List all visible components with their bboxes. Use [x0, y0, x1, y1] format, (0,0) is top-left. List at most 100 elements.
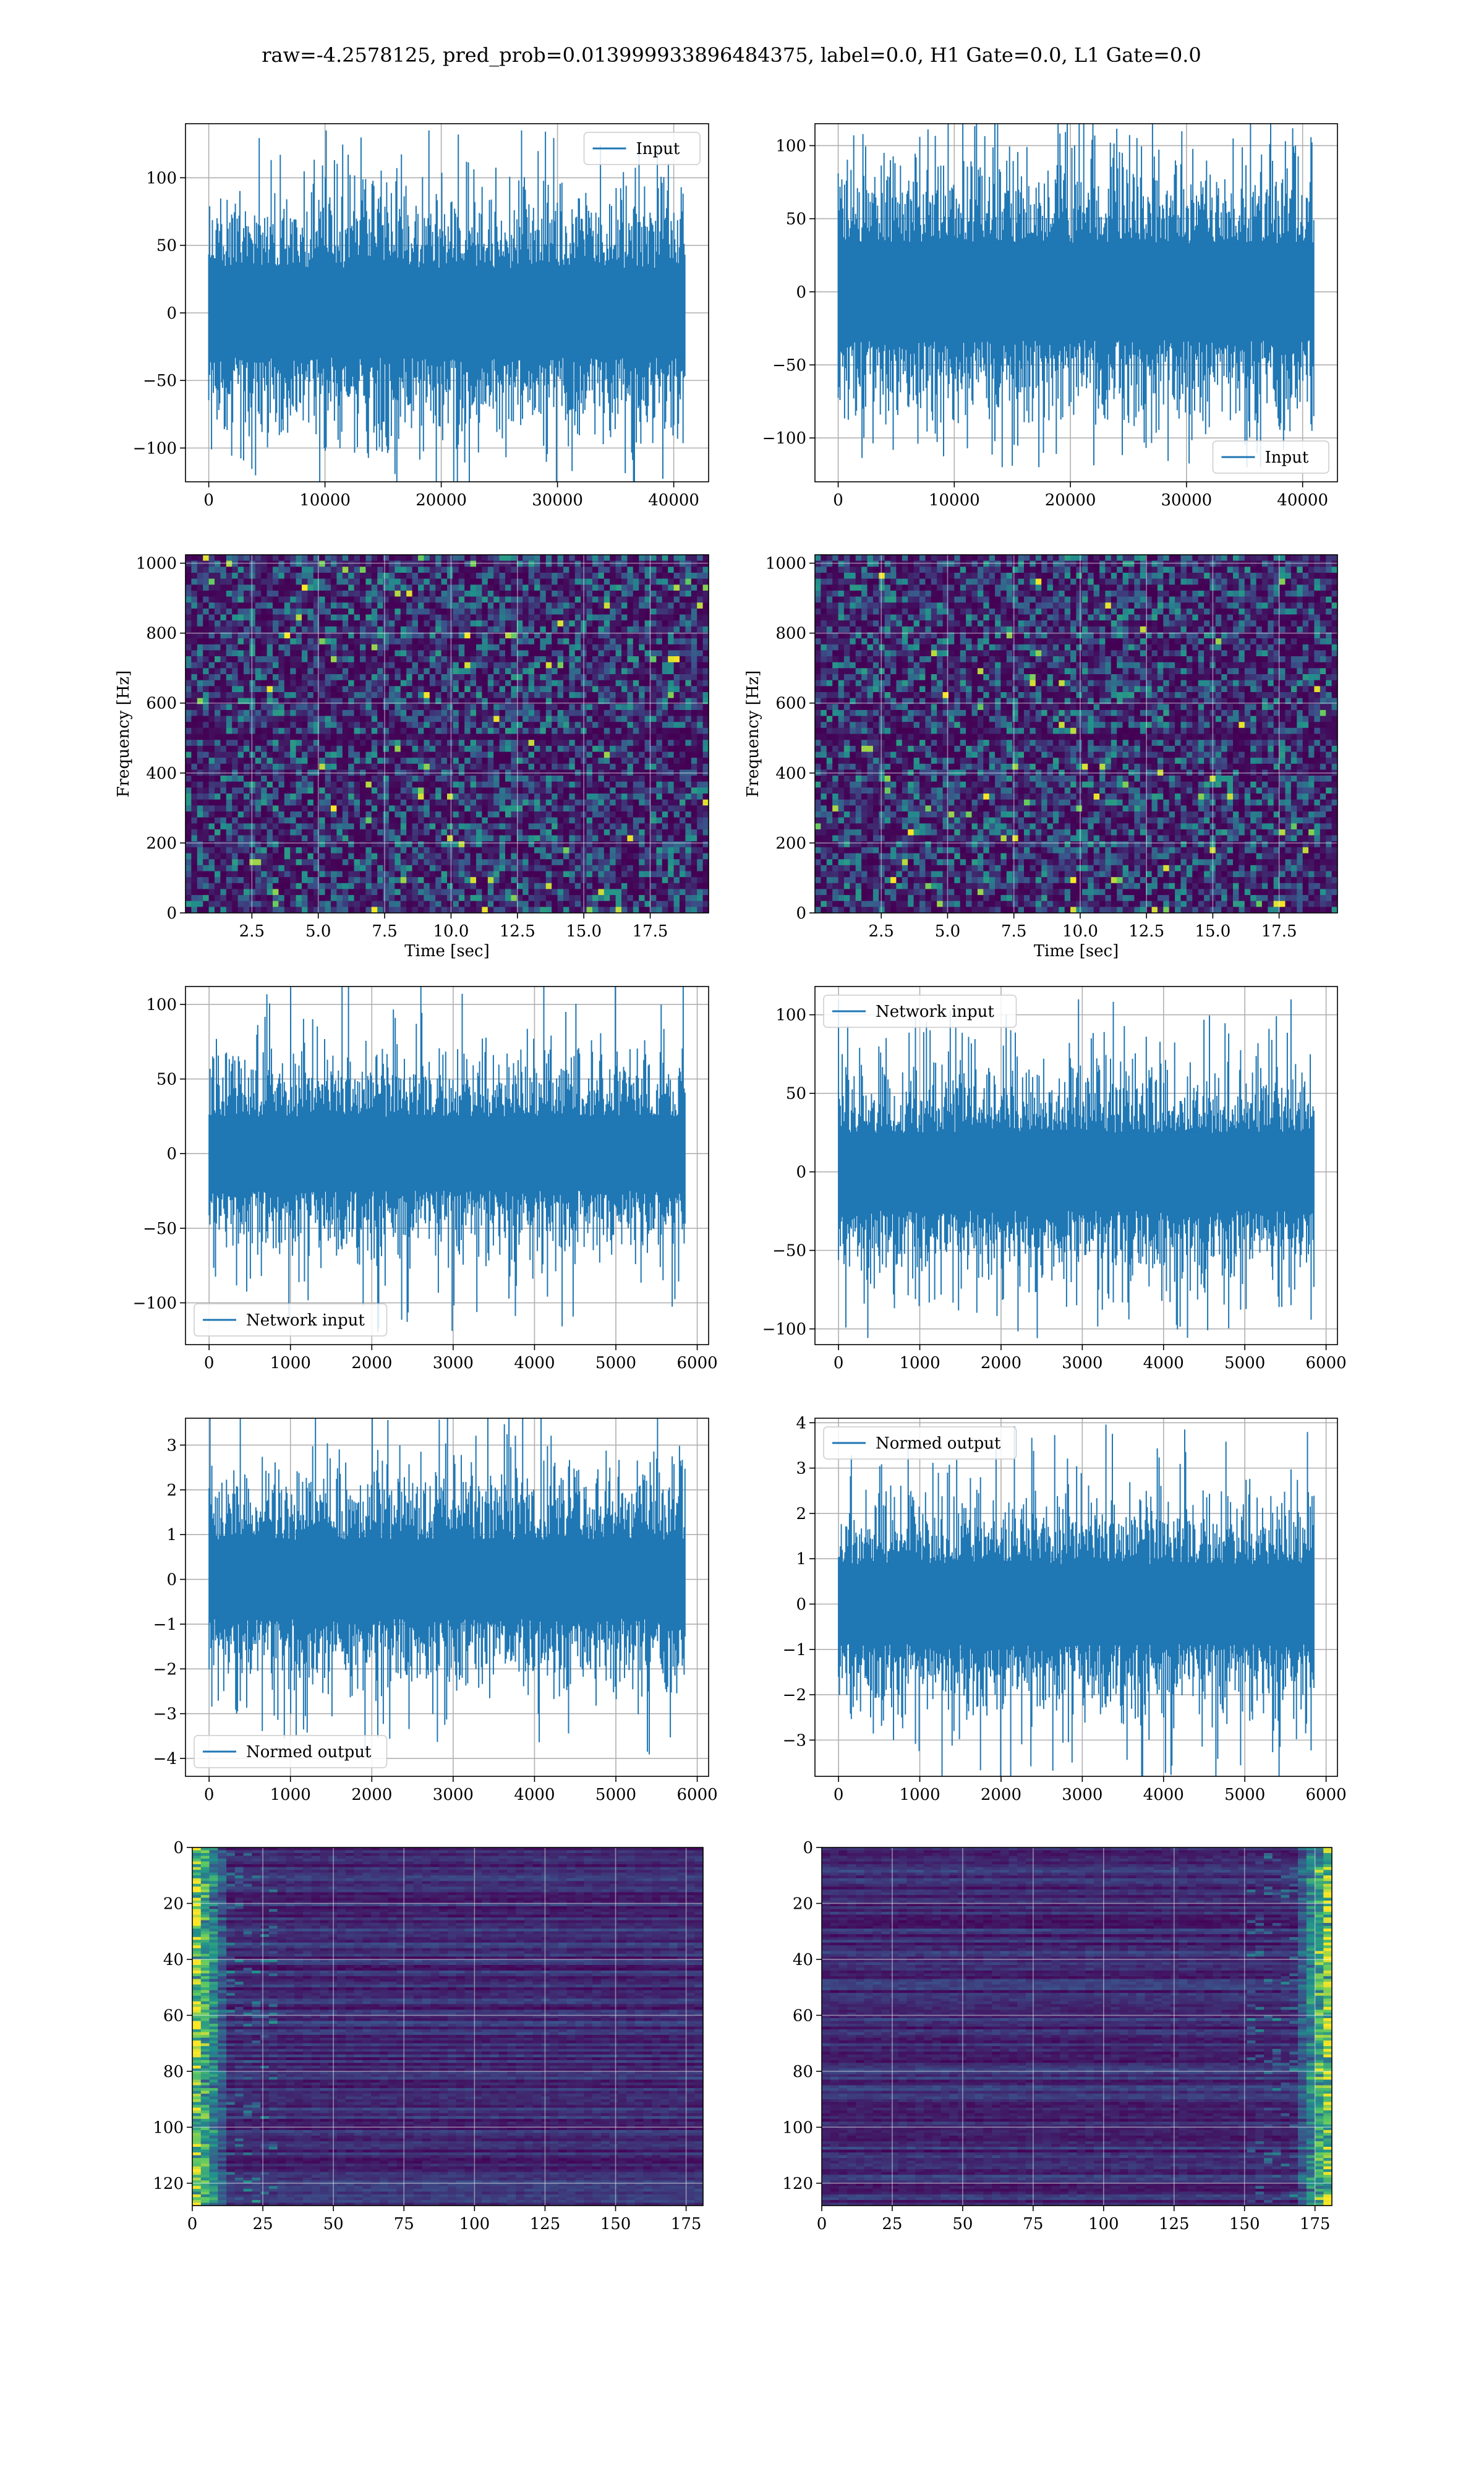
x-tick-label: 4000 — [514, 1786, 555, 1804]
network-l1-series-core — [838, 1132, 1314, 1211]
x-axis-label: Time [sec] — [404, 942, 490, 961]
y-tick-label: 600 — [146, 695, 177, 713]
x-tick-label: 100 — [459, 2215, 490, 2233]
y-tick-label: −100 — [133, 439, 177, 458]
x-axis-label: Time [sec] — [1034, 942, 1119, 961]
y-tick-label: 80 — [793, 2063, 813, 2081]
x-tick-label: 5000 — [1224, 1354, 1265, 1372]
spec-h1-axes: 2.5 5.0 7.5 10.0 12.5 15.0 17.5 1000 800 600 400 20… — [114, 554, 709, 961]
input-l1-series-core — [838, 243, 1314, 340]
x-tick-label: 6000 — [1306, 1354, 1347, 1372]
y-tick-label: −3 — [783, 1731, 806, 1750]
y-tick-label: −50 — [143, 372, 177, 390]
normed-l1-frame — [814, 1418, 1338, 1777]
y-tick-label: 3 — [166, 1436, 177, 1455]
network-h1-legend: Network input — [194, 1303, 388, 1337]
x-tick-label: 2000 — [981, 1786, 1021, 1804]
x-tick-label: 150 — [600, 2215, 631, 2233]
x-tick-label: 3000 — [433, 1354, 474, 1372]
x-tick-label: 6000 — [676, 1354, 717, 1372]
y-tick-label: 800 — [146, 625, 177, 643]
x-tick-label: 3000 — [1062, 1354, 1102, 1372]
y-tick-label: 100 — [775, 137, 806, 155]
normed-h1-axes: Normed output 0 1000 2000 3000 4000 5000 6000 3 2… — [153, 1418, 718, 1804]
y-tick-label: 0 — [796, 1595, 806, 1614]
x-tick-label: 17.5 — [633, 922, 668, 941]
x-tick-label: 2000 — [981, 1354, 1021, 1372]
input-h1-axes: Input 0 10000 20000 30000 40000 100 50 0 −50 −100 — [133, 123, 709, 510]
spec-l1-frame — [814, 554, 1338, 914]
normed-l1-series-core — [838, 1564, 1314, 1644]
legend-box — [194, 1735, 388, 1768]
normed-h1-legend: Normed output — [194, 1735, 388, 1768]
y-tick-label: 120 — [782, 2175, 813, 2193]
x-tick-label: 0 — [834, 1786, 844, 1804]
y-axis-label: Frequency [Hz] — [114, 670, 133, 798]
y-tick-label: 4 — [796, 1414, 806, 1432]
features-h1-frame — [192, 1847, 704, 2206]
x-tick-label: 5.0 — [935, 922, 960, 941]
y-tick-label: 60 — [163, 2006, 184, 2025]
y-tick-label: 0 — [173, 1839, 184, 1857]
x-tick-label: 5000 — [595, 1786, 636, 1804]
y-tick-label: 0 — [166, 1571, 177, 1590]
x-tick-label: 4000 — [1143, 1786, 1184, 1804]
y-tick-label: −100 — [133, 1294, 177, 1312]
y-tick-label: −100 — [762, 1320, 806, 1339]
x-tick-label: 7.5 — [372, 922, 397, 941]
y-tick-label: 600 — [775, 695, 806, 713]
x-tick-label: 15.0 — [1195, 922, 1230, 941]
x-tick-label: 10000 — [929, 491, 980, 510]
x-tick-label: 0 — [203, 491, 214, 510]
x-tick-label: 150 — [1229, 2215, 1260, 2233]
input-h1-legend: Input — [583, 132, 701, 165]
legend-box — [823, 995, 1017, 1028]
y-tick-label: 0 — [166, 904, 177, 923]
y-tick-label: −4 — [153, 1750, 177, 1768]
input-l1-frame — [814, 123, 1338, 482]
y-tick-label: 50 — [156, 237, 177, 255]
x-tick-label: 20000 — [1045, 491, 1096, 510]
y-tick-label: 80 — [163, 2063, 184, 2081]
network-h1-series-core — [209, 1116, 685, 1191]
x-tick-label: 0 — [834, 1354, 844, 1372]
y-tick-label: 50 — [786, 1085, 806, 1103]
x-tick-label: 0 — [817, 2215, 827, 2233]
y-tick-label: −1 — [783, 1641, 806, 1659]
x-tick-label: 30000 — [1161, 491, 1213, 510]
y-tick-label: 100 — [146, 169, 177, 187]
x-tick-label: 40000 — [648, 491, 699, 510]
y-tick-label: 100 — [775, 1006, 806, 1025]
legend-label: Input — [636, 140, 680, 158]
features-h1-axes: 0 25 50 75 100 125 150 175 0 20 40 60 80 100 120 — [153, 1839, 704, 2233]
x-tick-label: 10.0 — [1062, 922, 1098, 941]
x-tick-label: 10.0 — [433, 922, 469, 941]
y-tick-label: −3 — [153, 1705, 177, 1724]
legend-label: Input — [1265, 448, 1309, 467]
y-tick-label: 0 — [796, 904, 806, 923]
y-tick-label: 200 — [146, 834, 177, 853]
x-tick-label: 125 — [1159, 2215, 1190, 2233]
y-tick-label: 1000 — [136, 555, 177, 573]
x-tick-label: 175 — [671, 2215, 702, 2233]
y-tick-label: −50 — [772, 356, 806, 375]
x-tick-label: 2.5 — [869, 922, 894, 941]
y-tick-label: 2 — [796, 1505, 806, 1523]
features-h1-cells — [192, 1847, 703, 2206]
spec-l1-axes: 2.5 5.0 7.5 10.0 12.5 15.0 17.5 1000 800 600 400 20… — [744, 554, 1338, 961]
y-axis-label: Frequency [Hz] — [744, 670, 762, 798]
legend-label: Network input — [876, 1003, 994, 1021]
normed-h1-series-core — [209, 1539, 685, 1619]
x-tick-label: 75 — [394, 2215, 414, 2233]
y-tick-label: 0 — [166, 1145, 177, 1163]
y-tick-label: 20 — [163, 1894, 184, 1913]
x-tick-label: 125 — [530, 2215, 561, 2233]
x-tick-label: 2000 — [351, 1786, 392, 1804]
y-tick-label: 100 — [146, 996, 177, 1014]
y-tick-label: 800 — [775, 625, 806, 643]
y-tick-label: 1 — [166, 1526, 177, 1544]
x-tick-label: 20000 — [416, 491, 467, 510]
x-tick-label: 5000 — [595, 1354, 636, 1372]
